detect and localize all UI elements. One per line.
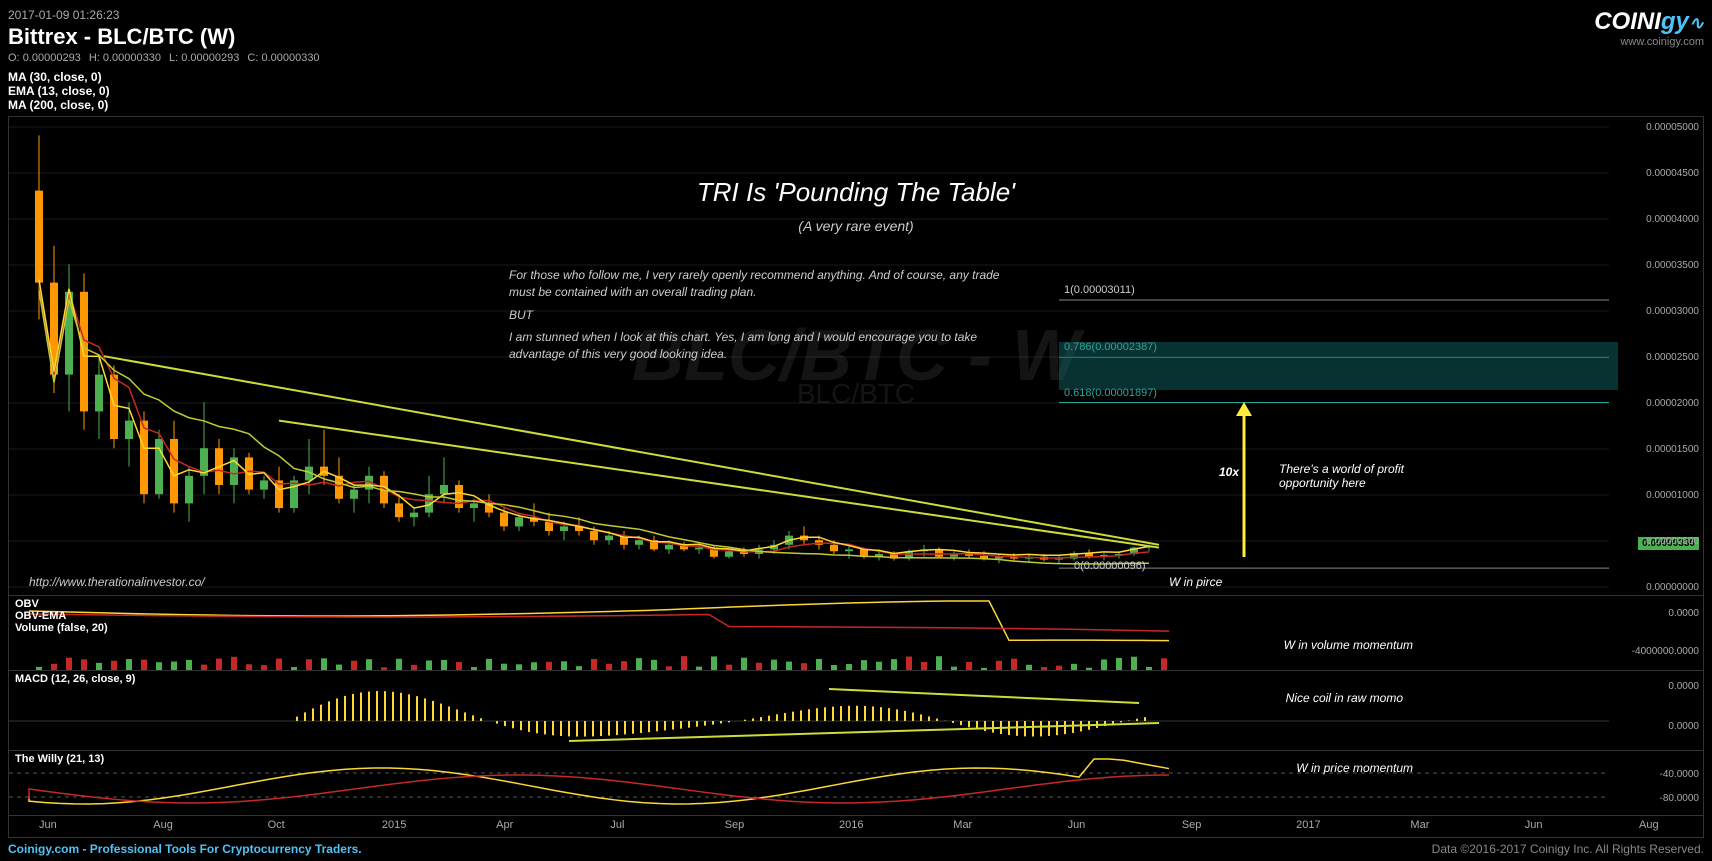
logo[interactable]: COINIgy∿ www.coinigy.com	[1594, 8, 1704, 48]
watermark-sub: BLC/BTC	[797, 378, 915, 410]
annotation-heading: TRI Is 'Pounding The Table'	[697, 177, 1015, 208]
annotation-profit: There's a world of profit opportunity he…	[1279, 462, 1429, 490]
fib-label-0786: 0.786(0.00002387)	[1064, 341, 1157, 353]
chart-title-text: Bittrex - BLC/BTC (W)	[8, 24, 320, 50]
fib-label-1: 1(0.00003011)	[1064, 284, 1135, 296]
chart-annotation-title: TRI Is 'Pounding The Table' (A very rare…	[697, 177, 1015, 234]
willy-annotation: W in price momentum	[1296, 761, 1413, 775]
ohlc-bar: O: 0.00000293 H: 0.00000330 L: 0.0000029…	[8, 52, 320, 64]
chart-description: For those who follow me, I very rarely o…	[509, 267, 1009, 369]
logo-url: www.coinigy.com	[1594, 36, 1704, 48]
chart-container: 2017-01-09 01:26:23 Bittrex - BLC/BTC (W…	[0, 0, 1712, 861]
ohlc-h: H: 0.00000330	[89, 52, 161, 64]
price-chart[interactable]: BLC/BTC - W BLC/BTC TRI Is 'Pounding The…	[8, 116, 1704, 596]
fib-label-0: 0(0.00000096)	[1074, 560, 1146, 572]
x-axis: JunAugOct2015AprJulSep2016MarJunSep2017M…	[8, 816, 1704, 838]
macd-label: MACD (12, 26, close, 9)	[15, 673, 135, 685]
obv-panel[interactable]: OBV OBV-EMA Volume (false, 20) W in volu…	[8, 596, 1704, 671]
annotation-w-price: W in pirce	[1169, 575, 1222, 589]
willy-label: The Willy (21, 13)	[15, 753, 104, 765]
willy-svg	[9, 751, 1703, 815]
ohlc-o: O: 0.00000293	[8, 52, 81, 64]
fib-label-0618: 0.618(0.00001897)	[1064, 387, 1157, 399]
arrow-icon	[1234, 402, 1254, 557]
footer-left[interactable]: Coinigy.com - Professional Tools For Cry…	[8, 842, 362, 856]
ohlc-l: L: 0.00000293	[169, 52, 239, 64]
macd-svg	[9, 671, 1703, 750]
indicator-ma30: MA (30, close, 0)	[8, 70, 1704, 84]
macd-annotation: Nice coil in raw momo	[1286, 691, 1403, 705]
willy-panel[interactable]: The Willy (21, 13) W in price momentum -…	[8, 751, 1704, 816]
indicator-ema13: EMA (13, close, 0)	[8, 84, 1704, 98]
obv-svg	[9, 596, 1703, 670]
annotation-subheading: (A very rare event)	[697, 218, 1015, 234]
ohlc-c: C: 0.00000330	[247, 52, 319, 64]
obv-annotation: W in volume momentum	[1284, 638, 1413, 652]
obv-labels: OBV OBV-EMA Volume (false, 20)	[15, 598, 108, 634]
indicator-ma200: MA (200, close, 0)	[8, 98, 1704, 112]
indicator-legend: MA (30, close, 0) EMA (13, close, 0) MA …	[8, 70, 1704, 112]
macd-panel[interactable]: MACD (12, 26, close, 9) Nice coil in raw…	[8, 671, 1704, 751]
timestamp: 2017-01-09 01:26:23	[8, 8, 320, 22]
annotation-10x: 10x	[1219, 465, 1239, 479]
header: 2017-01-09 01:26:23 Bittrex - BLC/BTC (W…	[8, 8, 1704, 64]
footer: Coinigy.com - Professional Tools For Cry…	[8, 842, 1704, 856]
footer-right: Data ©2016-2017 Coinigy Inc. All Rights …	[1432, 842, 1704, 856]
investor-url: http://www.therationalinvestor.co/	[29, 575, 205, 589]
